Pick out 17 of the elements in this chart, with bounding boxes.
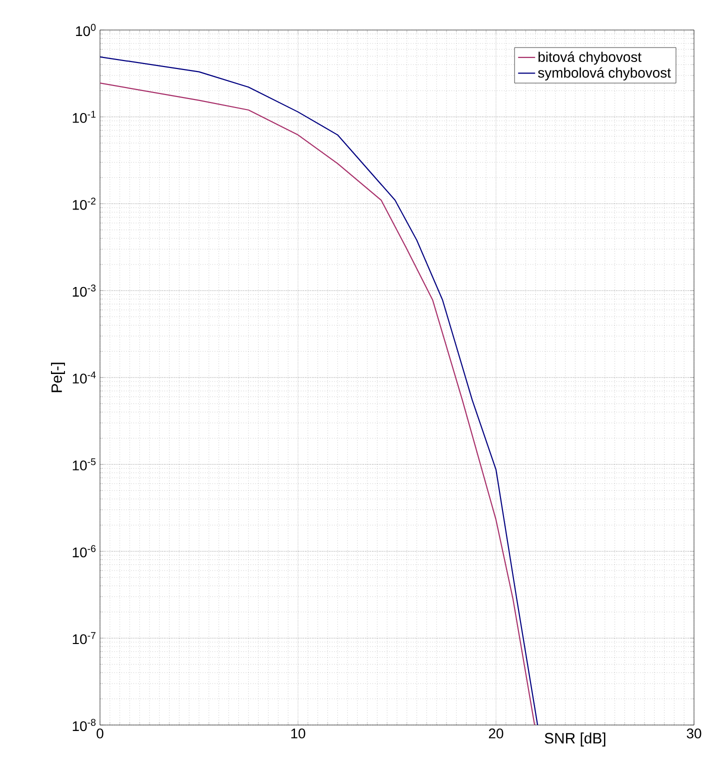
x-axis-title: SNR [dB] <box>544 732 606 746</box>
y-tick-label: 10$^{-7}$ <box>72 632 96 644</box>
y-tick-label: 10$^{-6}$ <box>72 545 96 558</box>
legend-label: symbolová chybovost <box>538 67 671 80</box>
y-tick-label: 10$^{-8}$ <box>72 718 96 732</box>
x-tick-label: 30 <box>686 728 702 738</box>
x-tick-label: 20 <box>488 728 504 738</box>
legend-label: bitová chybovost <box>538 52 642 65</box>
y-tick-label: 10$^{-2}$ <box>72 198 96 210</box>
y-tick-label: 10$^{-4}$ <box>72 371 96 384</box>
x-tick-label: 10 <box>291 728 306 738</box>
x-tick-label: 0 <box>96 728 104 738</box>
y-tick-label: 10$^{-1}$ <box>72 110 96 123</box>
y-axis-title: Pe[-] <box>51 362 65 392</box>
y-tick-label: 10$^{-5}$ <box>72 458 96 470</box>
y-tick-label: 10$^{0}$ <box>76 24 96 36</box>
y-tick-label: 10$^{-3}$ <box>72 284 96 297</box>
